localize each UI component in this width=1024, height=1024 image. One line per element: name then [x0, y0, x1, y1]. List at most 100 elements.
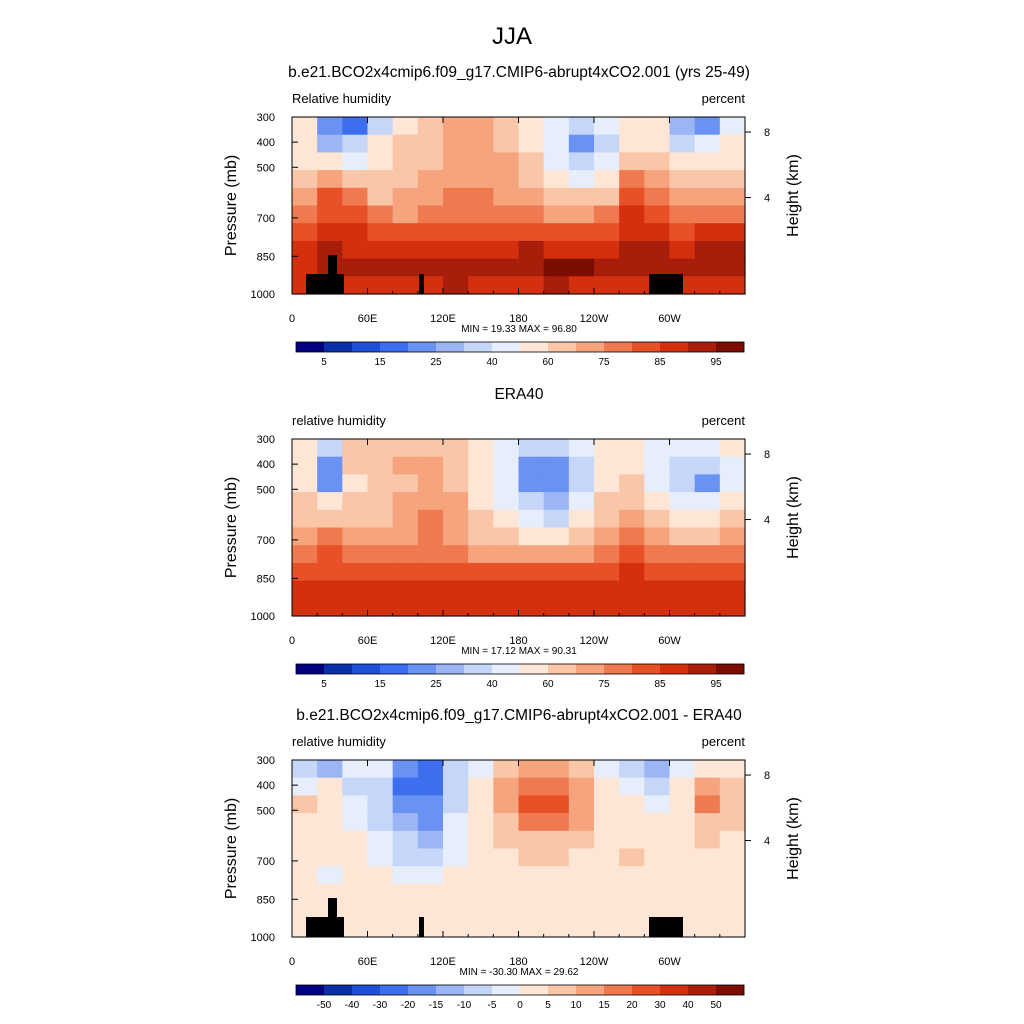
x-tick-label: 0 [289, 313, 295, 325]
min-max-stats: MIN = 17.12 MAX = 90.31 [461, 646, 577, 657]
heatmap-cell [619, 830, 645, 850]
heatmap-cell [594, 795, 620, 814]
heatmap-cell [518, 866, 545, 885]
heatmap-cell [443, 562, 469, 582]
heatmap-cell [417, 580, 444, 599]
heatmap-cell [493, 919, 520, 938]
heatmap-cell [443, 883, 469, 903]
colorbar-swatch [604, 342, 633, 352]
heatmap-cell [594, 258, 620, 277]
y-axis-label: Pressure (mb) [223, 155, 240, 256]
heatmap-cell [292, 795, 318, 814]
heatmap-cell [417, 883, 444, 903]
heatmap-cell [443, 545, 469, 564]
colorbar-label: 75 [598, 357, 610, 368]
heatmap-cell [518, 492, 545, 511]
heatmap-cell [694, 562, 721, 582]
heatmap-cell [342, 813, 369, 832]
colorbar-swatch [604, 664, 633, 674]
heatmap-cell [568, 830, 595, 850]
colorbar-swatch [660, 664, 689, 674]
heatmap-cell [443, 152, 469, 171]
heatmap-cell [367, 276, 394, 295]
heatmap-cell [518, 258, 545, 277]
heatmap-cell [317, 205, 343, 224]
heatmap-cell [518, 117, 545, 136]
colorbar-label: 5 [321, 679, 327, 690]
heatmap-cell [292, 240, 318, 260]
heatmap-cell [342, 760, 369, 779]
height-tick-label: 4 [764, 515, 770, 527]
heatmap-cell [694, 240, 721, 260]
heatmap-cell [594, 866, 620, 885]
heatmap-cell [443, 474, 469, 493]
x-tick-label: 60W [658, 956, 681, 968]
heatmap-cell [493, 813, 520, 832]
heatmap-cell [317, 830, 343, 850]
colorbar-swatch [632, 342, 661, 352]
heatmap-cell [292, 848, 318, 867]
heatmap-cell [694, 187, 721, 207]
heatmap-cell [417, 598, 444, 617]
heatmap-cell [694, 830, 721, 850]
colorbar-swatch [632, 985, 661, 995]
heatmap-cell [392, 439, 419, 458]
topography-block [649, 274, 683, 294]
heatmap-cell [468, 187, 494, 207]
heatmap-cell [392, 492, 419, 511]
heatmap-cell [669, 580, 696, 599]
heatmap-cell [669, 258, 696, 277]
colorbar-swatch [324, 342, 353, 352]
colorbar-swatch [492, 985, 521, 995]
heatmap-cell [719, 919, 746, 938]
heatmap-cell [518, 580, 545, 599]
heatmap-cell [493, 545, 520, 564]
heatmap-cell [694, 474, 721, 493]
colorbar-label: 60 [542, 679, 554, 690]
heatmap-cell [543, 509, 570, 529]
heatmap-cell [317, 598, 343, 617]
heatmap-cell [694, 509, 721, 529]
variable-label: Relative humidity [292, 91, 391, 106]
heatmap-cell [543, 813, 570, 832]
heatmap-cell [342, 492, 369, 511]
heatmap-cell [468, 848, 494, 867]
heatmap-cell [594, 901, 620, 920]
heatmap-cell [292, 134, 318, 153]
heatmap-cell [719, 509, 746, 529]
heatmap-cell [317, 883, 343, 903]
heatmap-cell [669, 117, 696, 136]
colorbar-swatch [716, 985, 745, 995]
heatmap-cell [468, 240, 494, 260]
heatmap-cell [317, 848, 343, 867]
colorbar-swatch [520, 342, 549, 352]
x-tick-label: 120W [580, 956, 609, 968]
colorbar-swatch [296, 985, 325, 995]
colorbar-swatch [492, 664, 521, 674]
heatmap-cell [619, 152, 645, 171]
heatmap-cell [367, 527, 394, 546]
heatmap-cell [719, 187, 746, 207]
heatmap-cell [644, 240, 671, 260]
heatmap-cell [468, 492, 494, 511]
heatmap-cell [543, 117, 570, 136]
y-tick-label: 500 [257, 162, 275, 174]
heatmap-cell [367, 580, 394, 599]
heatmap-cell [568, 205, 595, 224]
height-tick-label: 8 [764, 127, 770, 139]
heatmap-cell [342, 866, 369, 885]
heatmap-cell [543, 205, 570, 224]
panel-title: b.e21.BCO2x4cmip6.f09_g17.CMIP6-abrupt4x… [288, 64, 750, 81]
heatmap-cell [594, 240, 620, 260]
x-tick-label: 180 [509, 956, 527, 968]
heatmap-cell [292, 170, 318, 189]
heatmap-cell [669, 170, 696, 189]
heatmap-cell [493, 562, 520, 582]
heatmap-cell [543, 474, 570, 493]
heatmap-cell [342, 240, 369, 260]
heatmap-cell [518, 509, 545, 529]
heatmap-cell [669, 562, 696, 582]
colorbar-frame [295, 663, 745, 675]
heatmap-cell [367, 562, 394, 582]
colorbar-swatch [576, 342, 605, 352]
